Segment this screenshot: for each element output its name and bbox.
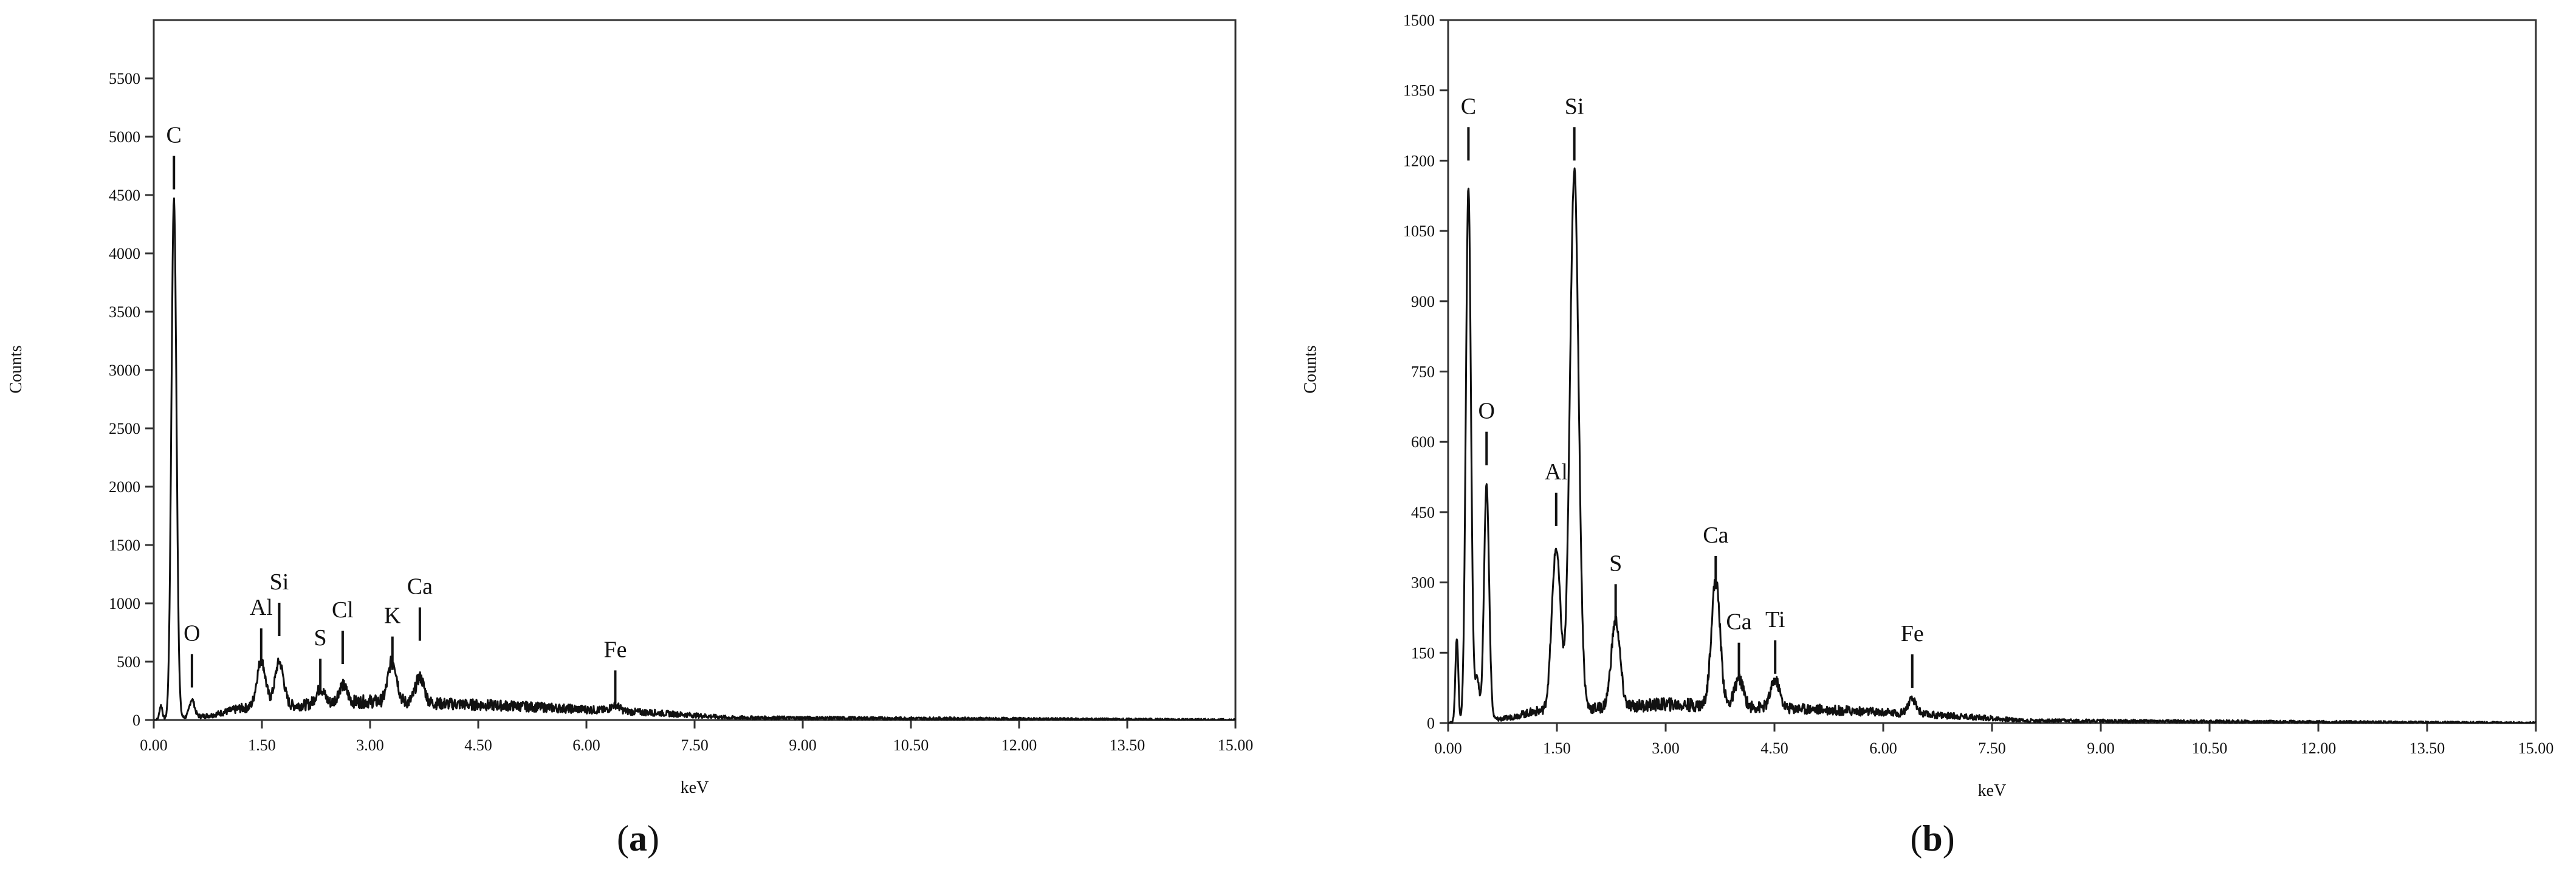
peak-label: Ti bbox=[1765, 607, 1785, 632]
peak-label: S bbox=[314, 625, 327, 651]
y-tick-label: 300 bbox=[1411, 574, 1435, 592]
y-tick-label: 1000 bbox=[109, 595, 140, 612]
x-tick-label: 0.00 bbox=[140, 736, 168, 754]
peak-label: Fe bbox=[1901, 621, 1924, 646]
peak-label: Ca bbox=[1703, 523, 1728, 548]
y-tick-label: 0 bbox=[132, 711, 140, 729]
x-tick-label: 13.50 bbox=[1110, 736, 1145, 754]
spectrum-trace bbox=[153, 197, 1236, 721]
peak-label: C bbox=[167, 123, 182, 148]
peak-label: Si bbox=[270, 569, 289, 595]
x-axis-label: keV bbox=[681, 778, 709, 797]
panel-b: 0.00 1.50 3.00 4.50 6.00 7.50 9.00 10.50 12.00 13… bbox=[1288, 0, 2576, 881]
caption-close: ) bbox=[1943, 818, 1955, 859]
peak-label: Ca bbox=[407, 574, 433, 600]
peak-label: Al bbox=[250, 595, 273, 620]
caption-open: ( bbox=[617, 818, 629, 859]
panel-a: 0.00 1.50 3.00 4.50 6.00 7.50 9.00 10.50 12.00 13… bbox=[7, 19, 1254, 859]
y-tick-label: 2500 bbox=[109, 420, 140, 437]
x-tick-label: 0.00 bbox=[1434, 739, 1462, 757]
y-tick-label: 450 bbox=[1411, 504, 1435, 521]
x-tick-label: 4.50 bbox=[1760, 739, 1788, 757]
caption-open: ( bbox=[1910, 818, 1922, 859]
x-tick-label: 4.50 bbox=[464, 736, 492, 754]
peak-label: Cl bbox=[332, 597, 354, 623]
peak-label: Ca bbox=[1726, 609, 1751, 635]
caption-letter: b bbox=[1922, 818, 1942, 859]
y-tick-label: 1350 bbox=[1403, 82, 1435, 100]
y-tick-label: 750 bbox=[1411, 363, 1435, 381]
x-tick-label: 7.50 bbox=[1978, 739, 2006, 757]
y-tick-label: 5000 bbox=[109, 128, 140, 146]
y-tick-label: 500 bbox=[117, 653, 140, 671]
y-tick-label: 5500 bbox=[109, 70, 140, 87]
x-tick-label: 13.50 bbox=[2409, 739, 2445, 757]
peak-label: Si bbox=[1565, 94, 1584, 119]
x-tick-label: 9.00 bbox=[2087, 739, 2115, 757]
eds-spectrum-chart-a: 0.00 1.50 3.00 4.50 6.00 7.50 9.00 10.50 12.00 13… bbox=[7, 19, 1254, 859]
peak-label: K bbox=[384, 603, 401, 629]
peak-label: Fe bbox=[603, 637, 627, 662]
y-tick-label: 1500 bbox=[109, 536, 140, 554]
x-tick-label: 6.00 bbox=[572, 736, 600, 754]
y-tick-label: 900 bbox=[1411, 293, 1435, 310]
caption-letter: a bbox=[629, 818, 647, 859]
x-tick-label: 10.50 bbox=[2192, 739, 2228, 757]
y-tick-label: 1500 bbox=[1403, 12, 1435, 29]
x-tick-label: 6.00 bbox=[1869, 739, 1897, 757]
peak-label: O bbox=[184, 620, 200, 646]
x-tick-label: 3.00 bbox=[1652, 739, 1680, 757]
y-tick-label: 4500 bbox=[109, 187, 140, 204]
x-tick-label: 7.50 bbox=[681, 736, 709, 754]
spectrum-trace bbox=[1448, 167, 2537, 724]
peak-label: C bbox=[1461, 94, 1476, 119]
y-tick-label: 1200 bbox=[1403, 152, 1435, 170]
y-tick-label: 150 bbox=[1411, 644, 1435, 662]
plot-frame bbox=[1447, 19, 2537, 724]
x-tick-label: 1.50 bbox=[1543, 739, 1571, 757]
peak-label: O bbox=[1479, 399, 1495, 424]
y-tick-label: 3500 bbox=[109, 303, 140, 321]
y-tick-label: 0 bbox=[1427, 715, 1435, 732]
caption-close: ) bbox=[647, 818, 659, 859]
x-tick-label: 3.00 bbox=[356, 736, 384, 754]
x-tick-label: 15.00 bbox=[1218, 736, 1254, 754]
y-tick-label: 1050 bbox=[1403, 222, 1435, 240]
y-tick-label: 4000 bbox=[109, 245, 140, 262]
y-tick-label: 2000 bbox=[109, 478, 140, 496]
y-tick-label: 600 bbox=[1411, 433, 1435, 451]
plot-frame bbox=[153, 19, 1237, 721]
y-axis-label: Counts bbox=[7, 345, 26, 393]
x-tick-label: 9.00 bbox=[789, 736, 817, 754]
x-tick-label: 1.50 bbox=[248, 736, 276, 754]
x-tick-label: 12.00 bbox=[1001, 736, 1037, 754]
y-axis-label: Counts bbox=[1301, 345, 1320, 393]
x-tick-label: 12.00 bbox=[2301, 739, 2337, 757]
eds-spectrum-chart-b: 0.00 1.50 3.00 4.50 6.00 7.50 9.00 10.50 12.00 13… bbox=[1301, 12, 2554, 859]
panel-caption: (a) bbox=[617, 818, 659, 859]
x-tick-label: 15.00 bbox=[2518, 739, 2554, 757]
x-tick-label: 10.50 bbox=[893, 736, 929, 754]
y-tick-label: 3000 bbox=[109, 362, 140, 379]
peak-label: S bbox=[1609, 550, 1622, 576]
x-axis-label: keV bbox=[1978, 781, 2007, 800]
peak-label: Al bbox=[1545, 459, 1568, 485]
panel-caption: (b) bbox=[1910, 818, 1954, 859]
